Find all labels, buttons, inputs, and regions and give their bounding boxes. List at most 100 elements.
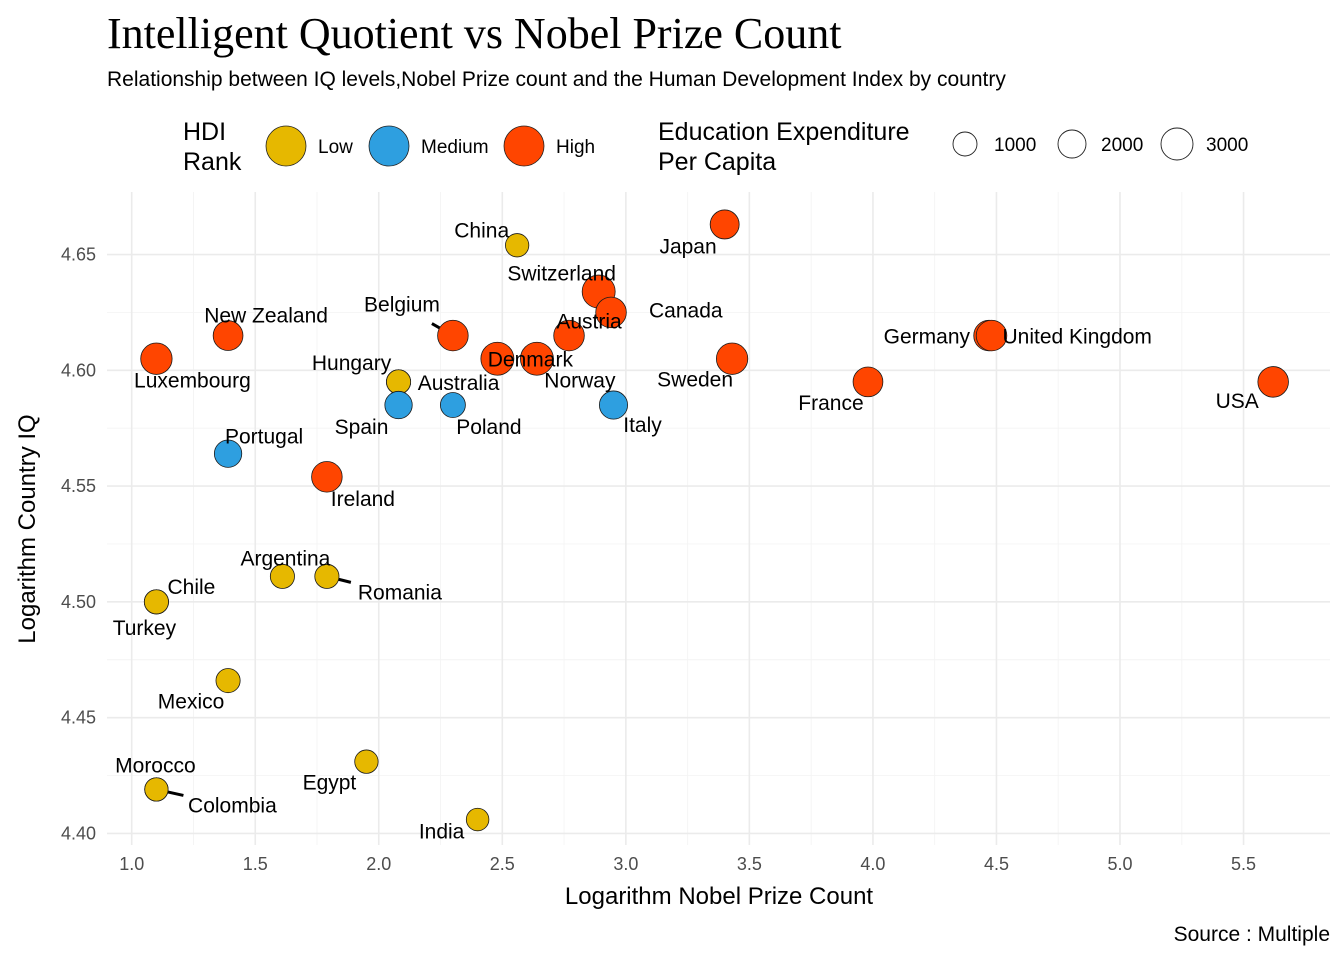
hdi-legend-title-line2: Rank (183, 148, 242, 176)
size-legend-label-2000: 2000 (1101, 135, 1143, 156)
point-label-india: India (419, 821, 465, 844)
point-label-new-zealand: New Zealand (204, 305, 328, 328)
x-tick-label: 1.0 (119, 854, 144, 874)
point-label-usa: USA (1216, 390, 1259, 413)
point-sweden (715, 342, 749, 375)
point-label-spain: Spain (335, 416, 389, 439)
y-axis-ticks: 4.40 4.45 4.50 4.55 4.60 4.65 (61, 245, 96, 844)
point-label-romania: Romania (358, 581, 442, 604)
point-labels: China Japan Switzerland Canada Austria Belgiu… (113, 219, 1259, 843)
point-label-turkey: Turkey (113, 617, 177, 640)
x-tick-label: 5.0 (1107, 854, 1132, 874)
point-romania (314, 563, 340, 589)
point-new-zealand (212, 320, 244, 351)
point-turkey (143, 589, 169, 615)
point-label-australia: Australia (418, 372, 500, 395)
point-label-hungary: Hungary (312, 352, 392, 375)
point-label-belgium: Belgium (364, 294, 440, 317)
legend-swatch-medium (368, 125, 410, 167)
point-label-switzerland: Switzerland (507, 263, 616, 286)
x-tick-label: 5.5 (1231, 854, 1256, 874)
point-label-egypt: Egypt (303, 772, 357, 795)
legend-label-low: Low (318, 137, 353, 158)
point-japan (709, 209, 740, 240)
point-united-kingdom (975, 319, 1008, 352)
size-legend-title-line2: Per Capita (658, 148, 776, 176)
legend-label-medium: Medium (421, 137, 489, 158)
size-legend-swatch-3000 (1160, 127, 1194, 161)
point-austria (553, 319, 585, 352)
point-label-canada: Canada (649, 299, 723, 322)
point-label-morocco: Morocco (115, 754, 196, 777)
grid (107, 192, 1330, 845)
point-label-norway: Norway (544, 370, 616, 393)
point-norway (520, 341, 554, 376)
point-label-luxembourg: Luxembourg (134, 370, 251, 393)
hdi-legend-title-line1: HDI (183, 118, 226, 146)
legend-swatch-low (265, 125, 307, 167)
x-tick-label: 3.0 (613, 854, 638, 874)
x-tick-label: 4.0 (860, 854, 885, 874)
point-mexico (215, 668, 241, 694)
point-colombia (144, 777, 169, 802)
y-tick-label: 4.65 (61, 245, 96, 265)
point-china (505, 233, 530, 258)
point-canada (595, 296, 627, 329)
point-label-denmark: Denmark (488, 349, 574, 372)
y-tick-label: 4.55 (61, 476, 96, 496)
size-legend-title-line1: Education Expenditure (658, 118, 910, 146)
size-legend-swatch-1000 (952, 131, 978, 157)
point-india (465, 807, 490, 832)
y-tick-label: 4.50 (61, 592, 96, 612)
point-label-argentina: Argentina (240, 547, 330, 570)
point-portugal (213, 439, 243, 468)
size-legend-label-3000: 3000 (1206, 135, 1248, 156)
x-tick-label: 4.5 (984, 854, 1009, 874)
point-label-chile: Chile (167, 576, 215, 599)
x-tick-label: 2.0 (366, 854, 391, 874)
point-label-ireland: Ireland (331, 488, 395, 511)
chart-caption: Source : Multiple (1174, 923, 1330, 946)
point-argentina (269, 563, 295, 589)
point-spain (384, 390, 413, 420)
size-legend-swatch-2000 (1057, 129, 1087, 159)
point-belgium (437, 319, 469, 352)
point-italy (598, 390, 628, 420)
point-label-portugal: Portugal (225, 426, 303, 449)
y-tick-label: 4.60 (61, 360, 96, 380)
point-label-germany: Germany (884, 326, 971, 349)
y-tick-label: 4.40 (61, 823, 96, 843)
size-legend-label-1000: 1000 (994, 135, 1036, 156)
chart-title: Intelligent Quotient vs Nobel Prize Coun… (107, 9, 841, 58)
plot-area: 1.0 1.5 2.0 2.5 3.0 3.5 4.0 4.5 5.0 5.5 4.404.454… (61, 192, 1330, 874)
data-points (140, 209, 1289, 832)
y-tick-label: 4.45 (61, 708, 96, 728)
y-axis-title: Logarithm Country IQ (14, 414, 41, 643)
point-label-colombia: Colombia (188, 794, 277, 817)
point-label-japan: Japan (659, 235, 716, 258)
legend: HDI Rank Low Medium High Education Expendi… (183, 118, 1248, 176)
x-axis-ticks: 1.0 1.5 2.0 2.5 3.0 3.5 4.0 4.5 5.0 5.5 (119, 854, 1256, 874)
point-label-austria: Austria (556, 311, 622, 334)
point-label-mexico: Mexico (158, 691, 225, 714)
x-axis-title: Logarithm Nobel Prize Count (565, 883, 873, 910)
point-poland (439, 392, 466, 418)
legend-swatch-high (503, 125, 545, 167)
point-label-france: France (798, 392, 863, 415)
point-label-sweden: Sweden (657, 369, 733, 392)
point-label-china: China (454, 219, 509, 242)
point-label-poland: Poland (456, 416, 521, 439)
x-tick-label: 2.5 (490, 854, 515, 874)
point-usa (1257, 366, 1289, 398)
point-denmark (480, 341, 515, 376)
legend-label-high: High (556, 137, 595, 158)
x-tick-label: 3.5 (737, 854, 762, 874)
point-egypt (354, 749, 379, 774)
chart-subtitle: Relationship between IQ levels,Nobel Pri… (107, 68, 1006, 91)
point-label-united-kingdom: United Kingdom (1003, 326, 1152, 349)
point-luxembourg (140, 342, 173, 375)
point-france (852, 366, 884, 398)
x-tick-label: 1.5 (243, 854, 268, 874)
point-label-italy: Italy (623, 414, 662, 437)
